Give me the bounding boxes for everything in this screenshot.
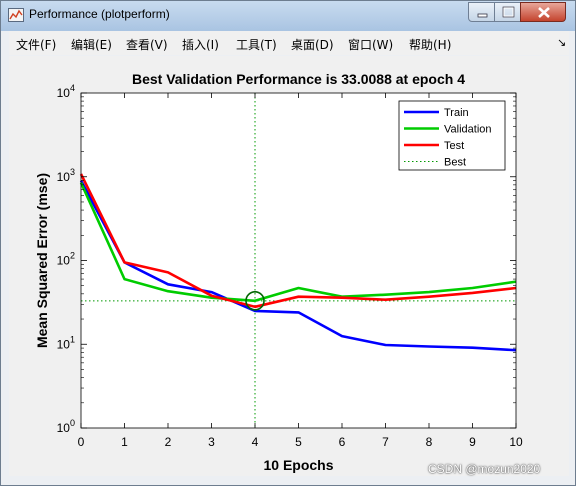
close-button[interactable] [520, 2, 566, 22]
title-bar[interactable]: Performance (plotperform) [1, 1, 575, 31]
x-tick-label: 5 [295, 435, 302, 449]
minimize-icon [477, 13, 488, 18]
menu-help[interactable]: 帮助(H) [409, 38, 452, 52]
menu-file[interactable]: 文件(F) [16, 38, 57, 52]
x-tick-label: 0 [78, 435, 85, 449]
close-icon [538, 7, 550, 18]
menu-insert[interactable]: 插入(I) [182, 38, 219, 52]
chart-title: Best Validation Performance is 33.0088 a… [132, 71, 465, 87]
x-axis-label: 10 Epochs [263, 457, 333, 473]
series-validation-line [79, 182, 517, 303]
x-tick-label: 8 [426, 435, 433, 449]
figure-area: Best Validation Performance is 33.0088 a… [9, 56, 569, 476]
menu-window[interactable]: 窗口(W) [348, 38, 394, 52]
dock-arrow-icon[interactable]: ↘ [557, 36, 567, 49]
legend-label-test: Test [444, 140, 464, 152]
legend-label-train: Train [444, 107, 469, 119]
maximize-button[interactable] [494, 2, 521, 22]
maximize-icon [502, 6, 515, 18]
y-tick-label: 100 [57, 418, 75, 435]
best-marker [245, 291, 265, 311]
matlab-figure-icon [8, 8, 24, 22]
minimize-button[interactable] [468, 2, 495, 22]
menu-view[interactable]: 查看(V) [126, 38, 168, 52]
x-tick-label: 3 [208, 435, 215, 449]
watermark-text: CSDN @mozun2020 [428, 462, 541, 476]
y-tick-label: 101 [57, 334, 75, 351]
x-tick-label: 1 [121, 435, 128, 449]
series-test-line [79, 173, 517, 309]
x-tick-label: 6 [339, 435, 346, 449]
x-tick-label: 4 [252, 435, 259, 449]
x-tick-label: 10 [509, 435, 523, 449]
legend-label-best: Best [444, 157, 466, 169]
x-tick-label: 9 [469, 435, 476, 449]
menu-edit[interactable]: 编辑(E) [71, 38, 112, 52]
menu-desktop[interactable]: 桌面(D) [291, 38, 334, 52]
legend-label-validation: Validation [444, 124, 492, 136]
window-title: Performance (plotperform) [29, 7, 170, 21]
x-tick-label: 7 [382, 435, 389, 449]
y-tick-label: 104 [57, 83, 75, 100]
y-axis-label: Mean Squared Error (mse) [34, 173, 50, 348]
menu-bar: 文件(F) 编辑(E) 查看(V) 插入(I) 工具(T) 桌面(D) 窗口(W… [9, 31, 569, 55]
y-tick-label: 103 [57, 167, 75, 184]
series-train-line [79, 179, 517, 352]
x-tick-label: 2 [165, 435, 172, 449]
y-tick-label: 102 [57, 251, 75, 268]
performance-chart: Best Validation Performance is 33.0088 a… [34, 71, 523, 473]
menu-tools[interactable]: 工具(T) [236, 38, 277, 52]
